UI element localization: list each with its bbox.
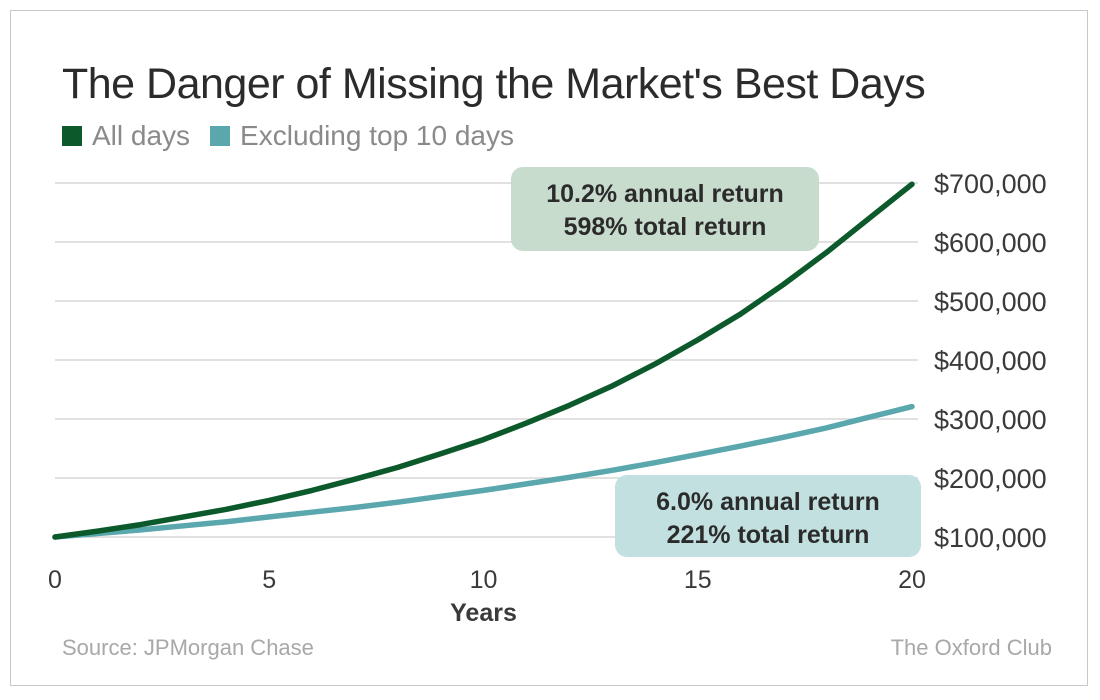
- y-tick-label: $100,000: [934, 523, 1047, 553]
- y-tick-label: $500,000: [934, 287, 1047, 317]
- annotation-text: 221% total return: [667, 521, 870, 549]
- annotation-text: 6.0% annual return: [656, 488, 880, 516]
- legend-swatch-excluding-top-days: [210, 126, 231, 146]
- y-tick-label: $200,000: [934, 464, 1047, 494]
- chart-legend: All days Excluding top 10 days: [62, 120, 534, 152]
- legend-label-excluding-top-days: Excluding top 10 days: [240, 120, 515, 151]
- brand-credit: The Oxford Club: [890, 635, 1052, 660]
- legend-item-all-days: All days: [62, 120, 190, 152]
- x-tick-label: 10: [470, 566, 498, 594]
- x-tick-label: 5: [262, 566, 276, 594]
- chart-frame: [10, 10, 1088, 686]
- y-tick-label: $600,000: [934, 228, 1047, 258]
- legend-item-excluding-top-days: Excluding top 10 days: [210, 120, 514, 152]
- annotation-box: [615, 475, 921, 557]
- x-tick-label: 20: [898, 566, 926, 594]
- x-axis-label: Years: [450, 599, 517, 627]
- legend-swatch-all-days: [62, 126, 82, 146]
- x-tick-label: 15: [684, 566, 712, 594]
- source-note: Source: JPMorgan Chase: [62, 635, 314, 660]
- y-tick-label: $700,000: [934, 169, 1047, 199]
- y-tick-label: $300,000: [934, 405, 1047, 435]
- annotation-text: 10.2% annual return: [546, 180, 784, 208]
- legend-label-all-days: All days: [92, 120, 191, 151]
- series-line-excluding-top-days: [52, 403, 915, 540]
- annotation-text: 598% total return: [564, 213, 767, 241]
- x-tick-label: 0: [48, 566, 62, 594]
- y-tick-label: $400,000: [934, 346, 1047, 376]
- chart-title: The Danger of Missing the Market's Best …: [62, 60, 926, 108]
- series-line-all-days: [52, 181, 915, 540]
- annotation-box: [511, 167, 819, 251]
